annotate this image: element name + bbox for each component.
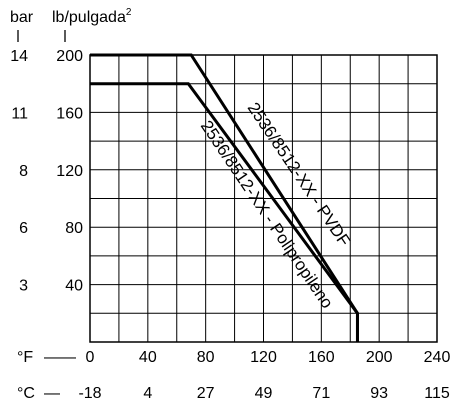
x-unit-f-dash: —— [44,349,76,366]
y-tick-label-psi: 200 [56,48,83,65]
x-unit-c: °C [17,385,35,402]
y-unit-psi-sup: 2 [126,7,132,18]
x-tick-label-c: 93 [370,385,388,402]
x-tick-label-c: 115 [424,385,450,402]
y-tick-label-psi: 120 [56,163,83,180]
y-axis-labels: 200 160 120 80 40 14 11 8 6 3 [10,48,83,295]
y-tick-label-psi: 40 [65,278,83,295]
x-tick-label-f: 200 [366,349,393,366]
x-tick-label-c: 4 [143,385,152,402]
x-unit-c-dash: — [44,385,60,402]
x-tick-label-c: 71 [312,385,330,402]
y-unit-psi: lb/pulgada2 [52,7,132,26]
x-tick-label-f: 80 [197,349,215,366]
y-unit-bar: bar [10,9,34,26]
x-tick-label-f: 240 [424,349,451,366]
y-tick-label-bar: 3 [19,278,28,295]
x-tick-label-c: 49 [255,385,273,402]
x-unit-f: °F [17,349,33,366]
y-tick-label-bar: 14 [10,48,28,65]
x-tick-label-f: 120 [250,349,277,366]
x-axis-labels: 0 40 80 120 160 200 240 -18 4 27 49 71 93 115 [78,349,450,402]
y-tick-label-bar: 11 [11,105,28,122]
plot-frame [89,54,438,343]
y-tick-label-bar: 8 [19,163,28,180]
y-tick-label-psi: 160 [56,105,83,122]
x-tick-label-c: 27 [197,385,215,402]
y-tick-label-bar: 6 [19,220,28,237]
plot-border [89,54,438,343]
y-unit-psi-text: lb/pulgada [52,9,126,26]
x-tick-label-f: 0 [86,349,95,366]
series-lines [90,53,359,342]
x-tick-label-f: 40 [139,349,157,366]
x-tick-label-f: 160 [308,349,335,366]
x-tick-label-c: -18 [78,385,101,402]
series-line [90,82,359,342]
y-tick-label-psi: 80 [65,220,83,237]
